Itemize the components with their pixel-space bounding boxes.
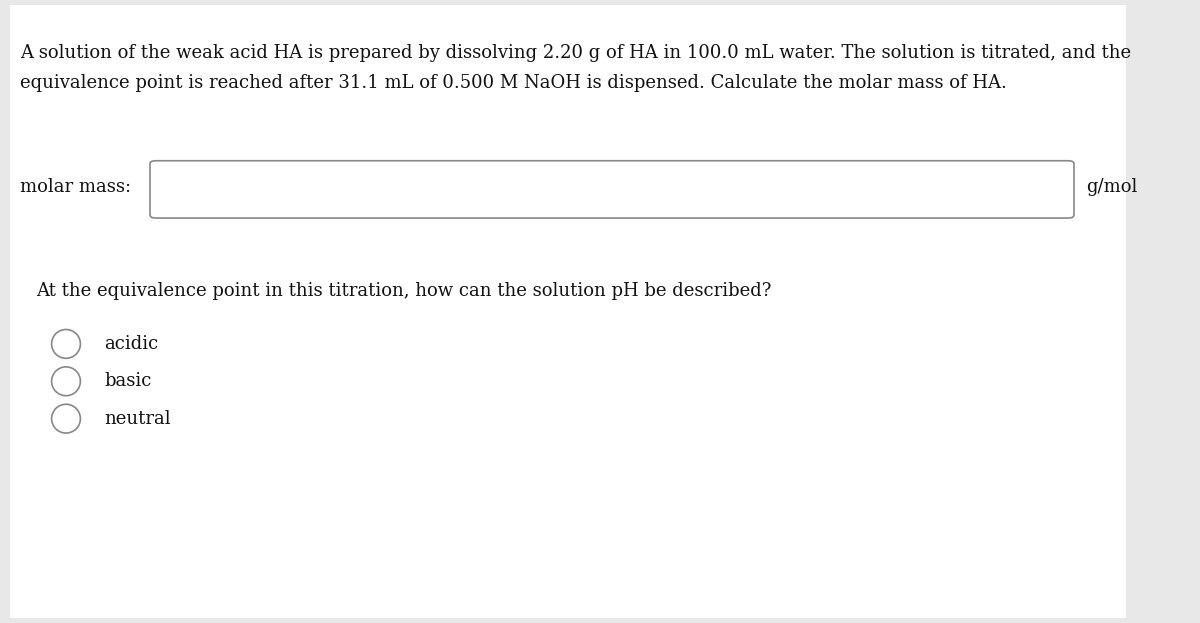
Text: A solution of the weak acid HA is prepared by dissolving 2.20 g of HA in 100.0 m: A solution of the weak acid HA is prepar… (20, 44, 1132, 62)
Text: At the equivalence point in this titration, how can the solution pH be described: At the equivalence point in this titrati… (36, 282, 772, 300)
Text: g/mol: g/mol (1086, 178, 1138, 196)
Text: acidic: acidic (104, 335, 158, 353)
FancyBboxPatch shape (10, 5, 1126, 618)
Ellipse shape (52, 330, 80, 358)
Text: equivalence point is reached after 31.1 mL of 0.500 M NaOH is dispensed. Calcula: equivalence point is reached after 31.1 … (20, 74, 1007, 92)
Text: basic: basic (104, 373, 151, 390)
Ellipse shape (52, 404, 80, 433)
Ellipse shape (52, 367, 80, 396)
Text: molar mass:: molar mass: (20, 178, 132, 196)
FancyBboxPatch shape (150, 161, 1074, 218)
Text: neutral: neutral (104, 410, 172, 427)
